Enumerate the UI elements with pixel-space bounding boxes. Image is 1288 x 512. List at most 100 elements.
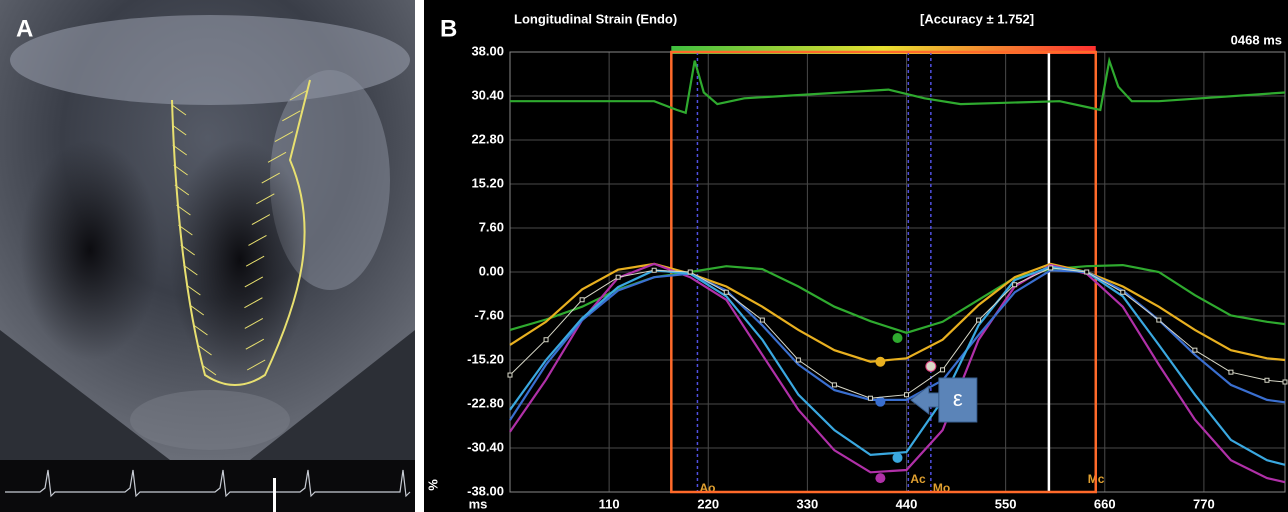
hatch-line xyxy=(245,255,265,267)
event-label: Ac xyxy=(910,472,926,486)
echo-panel: A xyxy=(0,0,415,512)
average-marker xyxy=(1192,347,1198,353)
hatch-line xyxy=(171,124,187,136)
y-tick-label: 30.40 xyxy=(471,87,504,102)
hatch-line xyxy=(180,244,195,256)
hatch-line xyxy=(183,264,198,276)
hatch-line xyxy=(193,324,208,336)
chart-title: Longitudinal Strain (Endo) xyxy=(514,11,677,26)
annotation-box xyxy=(938,377,978,423)
average-marker xyxy=(687,269,693,275)
peak-marker xyxy=(892,333,903,343)
hatch-line xyxy=(171,104,187,116)
average-marker xyxy=(543,337,549,343)
echo-apex xyxy=(130,390,290,450)
average-marker xyxy=(1120,289,1126,295)
average-marker xyxy=(651,267,657,273)
peak-marker xyxy=(875,356,886,367)
y-tick-label: 38.00 xyxy=(471,43,504,58)
peak-marker xyxy=(875,396,886,407)
x-tick-label: 110 xyxy=(599,496,620,511)
chart-background xyxy=(424,0,1288,512)
hatch-line xyxy=(267,151,287,163)
average-marker xyxy=(759,317,765,323)
time-label: 0468 ms xyxy=(1231,32,1282,47)
hatch-line xyxy=(189,304,205,316)
average-marker xyxy=(615,274,621,280)
x-tick-label: 440 xyxy=(896,496,918,511)
y-tick-label: -22.80 xyxy=(467,395,504,410)
y-tick-label: -38.00 xyxy=(467,483,504,498)
average-marker xyxy=(904,392,910,398)
trace-hatch xyxy=(171,89,309,376)
average-marker xyxy=(1282,379,1288,385)
average-marker xyxy=(1228,369,1234,375)
average-marker xyxy=(1156,317,1162,323)
hatch-line xyxy=(274,131,294,142)
x-tick-label: 770 xyxy=(1193,496,1215,511)
average-marker xyxy=(579,297,585,303)
hatch-line xyxy=(201,364,217,376)
hatch-line xyxy=(245,338,265,350)
hatch-line xyxy=(244,318,264,329)
hatch-line xyxy=(186,284,201,296)
x-tick-label: 550 xyxy=(995,496,1017,511)
y-axis-label: % xyxy=(425,479,440,491)
x-tick-label: 660 xyxy=(1094,496,1116,511)
hatch-line xyxy=(289,89,309,101)
y-tick-label: 22.80 xyxy=(471,131,504,146)
hatch-line xyxy=(244,297,263,309)
average-marker xyxy=(1264,377,1270,383)
hatch-line xyxy=(256,193,275,205)
hatch-line xyxy=(246,359,266,371)
chart-subtitle: [Accuracy ± 1.752] xyxy=(920,11,1034,26)
strain-curve xyxy=(509,262,1286,484)
y-tick-label: 15.20 xyxy=(471,175,504,190)
y-tick-label: -30.40 xyxy=(467,439,504,454)
panel-label: B xyxy=(440,15,457,42)
annotation-text: ε xyxy=(953,386,963,411)
hatch-line xyxy=(244,276,264,288)
hatch-line xyxy=(178,224,193,236)
hatch-line xyxy=(174,184,190,196)
average-marker xyxy=(795,357,801,363)
peak-marker xyxy=(925,360,937,372)
average-marker xyxy=(831,382,837,388)
echo-cavity xyxy=(170,140,310,380)
peak-marker xyxy=(875,473,886,484)
panel-label: A xyxy=(16,15,33,42)
echo-cavity xyxy=(20,140,160,360)
average-marker xyxy=(507,372,513,378)
y-tick-label: -7.60 xyxy=(474,307,504,322)
y-tick-label: 0.00 xyxy=(479,263,504,278)
average-marker xyxy=(1084,269,1090,275)
ecg-trace xyxy=(5,469,411,498)
hatch-line xyxy=(282,110,301,122)
x-axis-label: ms xyxy=(469,496,488,511)
hatch-line xyxy=(173,164,188,176)
hatch-line xyxy=(176,204,191,216)
x-tick-label: 220 xyxy=(697,496,719,511)
ecg-strip xyxy=(0,460,415,512)
strain-chart: B Longitudinal Strain (Endo) [Accuracy ±… xyxy=(424,0,1288,512)
y-tick-label: -15.20 xyxy=(467,351,504,366)
hatch-line xyxy=(172,144,188,156)
average-marker xyxy=(723,289,729,295)
strain-curve xyxy=(509,262,1286,363)
endo-trace xyxy=(171,79,311,386)
average-marker xyxy=(1012,282,1018,288)
hatch-line xyxy=(248,234,267,246)
hatch-line xyxy=(197,344,212,356)
strain-curve xyxy=(509,269,1286,421)
average-marker xyxy=(976,317,982,323)
hatch-line xyxy=(251,214,271,226)
average-marker xyxy=(940,367,946,373)
color-bar xyxy=(671,46,1096,54)
ecg-cursor xyxy=(273,478,276,512)
x-tick-label: 330 xyxy=(797,496,819,511)
peak-marker xyxy=(892,452,903,463)
y-tick-label: 7.60 xyxy=(479,219,504,234)
hatch-line xyxy=(261,172,280,184)
strain-curve xyxy=(509,265,1286,466)
